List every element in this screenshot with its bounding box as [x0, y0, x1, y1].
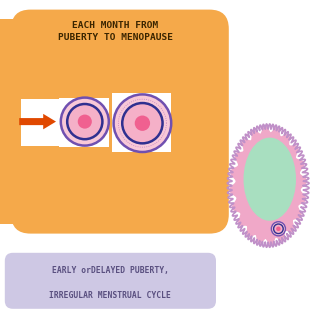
Bar — [59, 98, 109, 147]
FancyBboxPatch shape — [5, 253, 216, 309]
Circle shape — [114, 94, 171, 152]
Text: EARLY orDELAYED PUBERTY,: EARLY orDELAYED PUBERTY, — [52, 266, 169, 275]
Bar — [112, 93, 171, 152]
Circle shape — [67, 104, 102, 139]
Circle shape — [78, 115, 92, 129]
Bar — [0, 19, 18, 224]
Polygon shape — [230, 127, 307, 244]
Circle shape — [274, 224, 283, 234]
FancyBboxPatch shape — [11, 10, 229, 234]
Circle shape — [271, 222, 285, 236]
Circle shape — [122, 103, 163, 143]
Circle shape — [61, 98, 109, 146]
Circle shape — [276, 227, 281, 231]
Circle shape — [135, 116, 150, 131]
Text: EACH MONTH FROM
PUBERTY TO MENOPAUSE: EACH MONTH FROM PUBERTY TO MENOPAUSE — [58, 21, 173, 42]
Ellipse shape — [244, 138, 296, 221]
Bar — [229, 72, 320, 320]
FancyBboxPatch shape — [232, 253, 314, 309]
FancyArrow shape — [19, 114, 56, 129]
Text: IRREGULAR MENSTRUAL CYCLE: IRREGULAR MENSTRUAL CYCLE — [50, 292, 171, 300]
Bar — [21, 99, 70, 146]
